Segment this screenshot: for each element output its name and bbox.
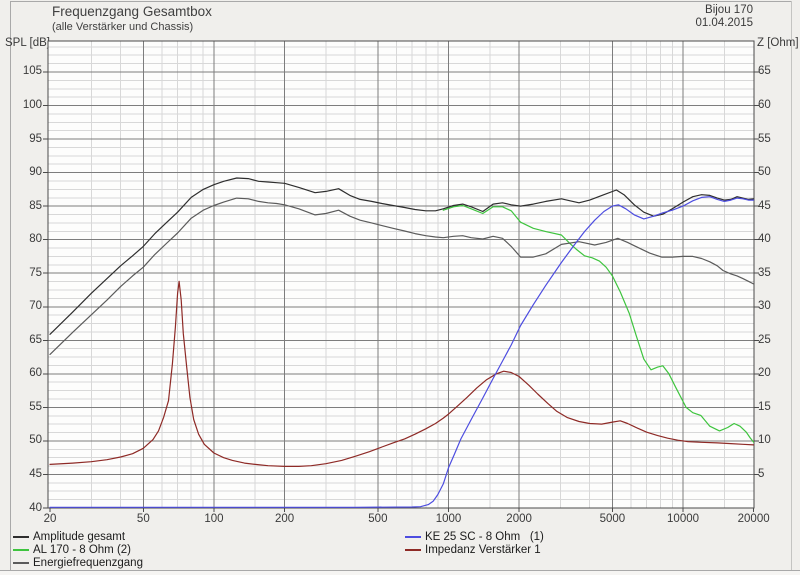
x-tick-label: 5000 [599,513,626,525]
y-right-tick-label: 55 [758,132,771,145]
y-right-tick-label: 45 [758,199,771,212]
curve-impedanz [49,280,754,467]
plot-border [47,40,755,509]
y-left-tick-label: 105 [22,65,42,78]
x-tick-label: 100 [204,513,224,525]
chart-subtitle: (alle Verstärker und Chassis) [52,21,194,33]
x-tick-label: 20 [43,513,57,525]
legend-label-ke25: KE 25 SC - 8 Ohm (1) [425,530,544,543]
legend-item-impedanz: Impedanz Verstärker 1 [405,543,544,556]
curves [49,177,754,508]
right-axis-label: Z [Ohm] [757,37,799,49]
y-left-tick-label: 85 [29,199,42,212]
y-left-tick-label: 100 [22,99,42,112]
legend-swatch-ke25 [405,535,421,538]
legend-label-energie: Energiefrequenzgang [33,556,143,569]
chart-title: Frequenzgang Gesamtbox [52,4,212,19]
y-left-tick-label: 40 [29,501,42,514]
y-left-tick-label: 70 [29,300,42,313]
left-axis-label: SPL [dB] [5,37,50,49]
x-tick-label: 20000 [737,513,770,525]
x-tick-label: 500 [368,513,388,525]
y-left-tick-label: 55 [29,400,42,413]
legend-swatch-energie [13,561,29,564]
y-right-tick-label: 15 [758,400,771,413]
y-right-tick-label: 65 [758,65,771,78]
legend-item-amplitude: Amplitude gesamt [13,530,143,543]
y-left-tick-label: 65 [29,333,42,346]
chart-date: 01.04.2015 [695,17,753,29]
plot-background [48,41,754,508]
legend-item-energie: Energiefrequenzgang [13,556,143,569]
legend-label-amplitude: Amplitude gesamt [33,530,126,543]
legend-swatch-amplitude [13,535,29,538]
y-left-tick-label: 45 [29,467,42,480]
y-left-tick-label: 95 [29,132,42,145]
project-name: Bijou 170 [705,4,753,16]
legend-swatch-impedanz [405,548,421,551]
x-tick-label: 10000 [667,513,700,525]
y-right-tick-label: 20 [758,367,771,380]
legend-label-al170: AL 170 - 8 Ohm (2) [33,543,132,556]
y-right-tick-label: 50 [758,166,771,179]
x-tick-label: 200 [274,513,295,525]
curve-amplitude [49,177,754,335]
y-left-tick-label: 90 [29,166,42,179]
y-left-tick-label: 50 [29,434,42,447]
y-left-tick-label: 60 [29,367,42,380]
x-tick-label: 2000 [506,513,532,525]
legend-column-right: KE 25 SC - 8 Ohm (1) Impedanz Verstärker … [405,530,544,556]
curve-energie [49,197,754,355]
legend-item-ke25: KE 25 SC - 8 Ohm (1) [405,530,544,543]
curve-ke25 [49,196,754,508]
x-tick-label: 50 [136,513,150,525]
y-right-tick-label: 25 [758,333,771,346]
legend-label-impedanz: Impedanz Verstärker 1 [425,543,541,556]
y-right-tick-label: 35 [758,266,771,279]
legend-item-al170: AL 170 - 8 Ohm (2) [13,543,143,556]
y-right-tick-label: 10 [758,434,771,447]
y-right-tick-label: 40 [758,233,771,246]
curve-al170 [442,204,754,443]
y-left-tick-label: 75 [29,266,42,279]
y-left-tick-label: 80 [29,233,42,246]
x-tick-label: 1000 [435,513,462,525]
legend-swatch-al170 [13,548,29,551]
y-right-tick-label: 30 [758,300,771,313]
y-right-tick-label: 60 [758,99,771,112]
legend-column-left: Amplitude gesamt AL 170 - 8 Ohm (2) Energi… [13,530,143,569]
y-right-tick-label: 5 [758,467,765,480]
